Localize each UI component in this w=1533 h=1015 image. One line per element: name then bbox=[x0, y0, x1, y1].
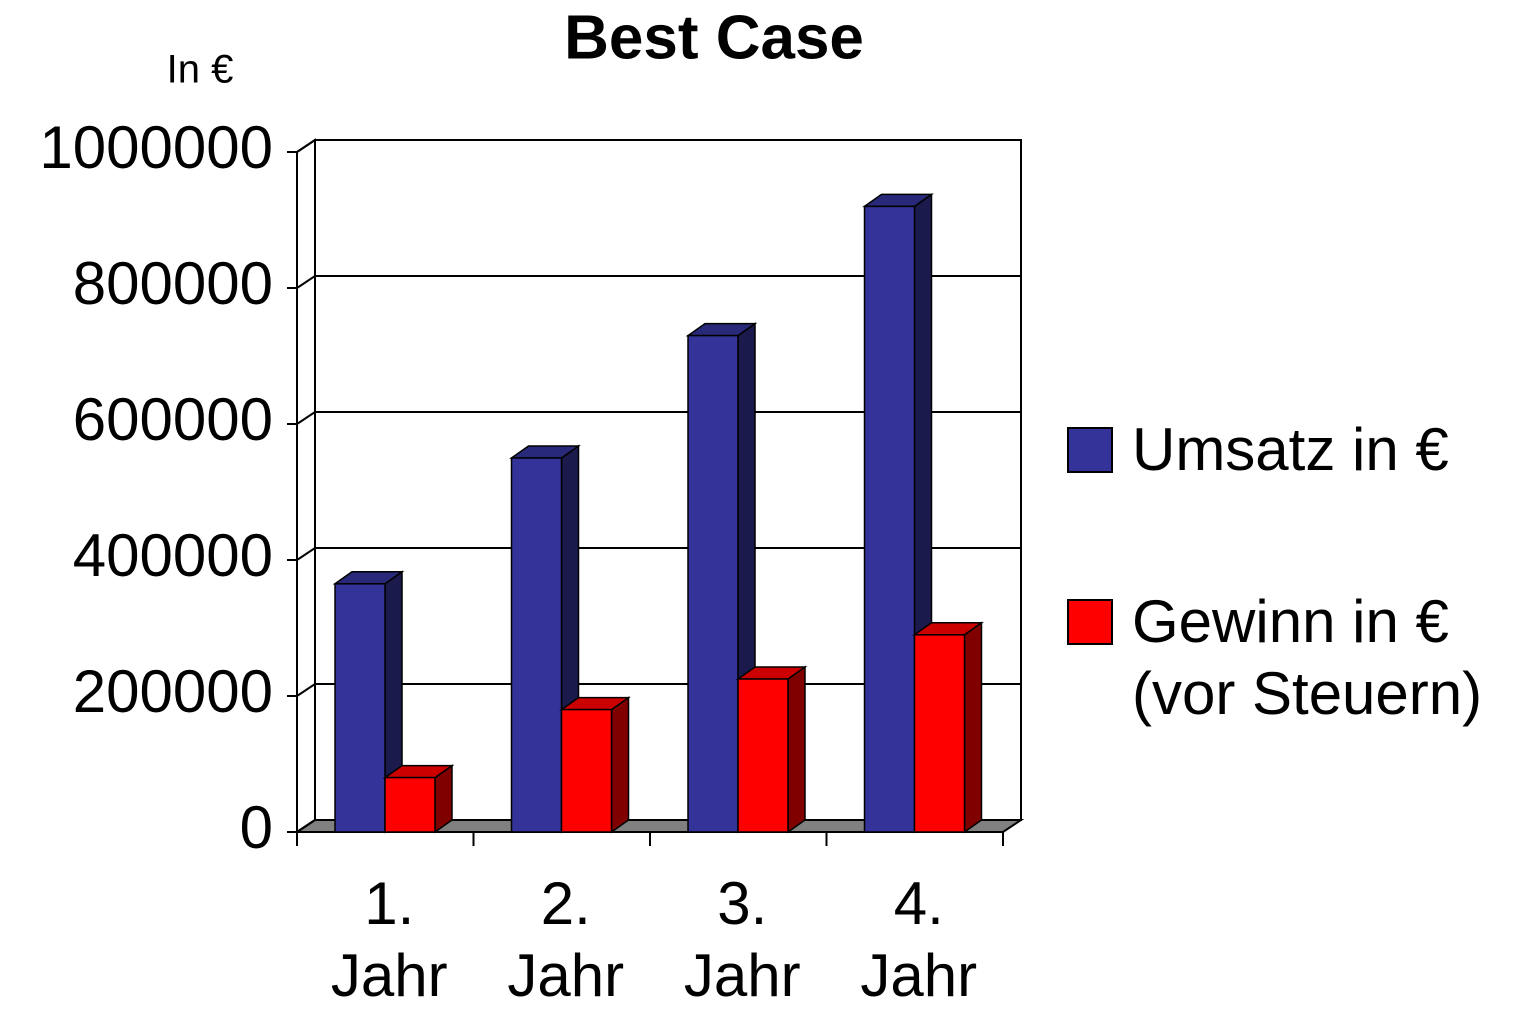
bar-side bbox=[963, 621, 983, 834]
y-tick-label: 0 bbox=[240, 794, 273, 861]
bar-side bbox=[610, 696, 630, 834]
x-tick-label: 4. Jahr bbox=[860, 870, 978, 1009]
y-tick-label: 800000 bbox=[73, 250, 273, 317]
bar bbox=[737, 678, 789, 833]
grid-line bbox=[296, 139, 1021, 153]
bar bbox=[384, 776, 436, 833]
y-tick-label: 1000000 bbox=[39, 114, 273, 181]
y-axis-label: In € bbox=[167, 48, 234, 92]
bar bbox=[560, 708, 613, 833]
x-tick-label: 3. Jahr bbox=[683, 870, 801, 1009]
x-tick-label: 1. Jahr bbox=[330, 870, 448, 1009]
y-tick-label: 200000 bbox=[73, 658, 273, 725]
grid-line bbox=[296, 275, 1021, 289]
x-tick-label: 2. Jahr bbox=[507, 870, 625, 1009]
bar bbox=[687, 334, 739, 833]
grid-line bbox=[296, 547, 1021, 561]
grid-line bbox=[296, 411, 1021, 425]
y-tick-label: 600000 bbox=[73, 386, 273, 453]
legend-label: Umsatz in € bbox=[1132, 416, 1449, 483]
bar bbox=[913, 634, 966, 833]
chart-title: Best Case bbox=[564, 3, 864, 72]
y-tick-label: 400000 bbox=[73, 522, 273, 589]
side-wall bbox=[296, 138, 316, 834]
legend-label: Gewinn in € (vor Steuern) bbox=[1132, 588, 1483, 727]
bar bbox=[510, 457, 563, 833]
legend-swatch bbox=[1067, 599, 1113, 645]
bar-side bbox=[787, 665, 806, 834]
bar bbox=[334, 583, 386, 833]
bar bbox=[863, 205, 916, 833]
legend-swatch bbox=[1067, 427, 1113, 473]
